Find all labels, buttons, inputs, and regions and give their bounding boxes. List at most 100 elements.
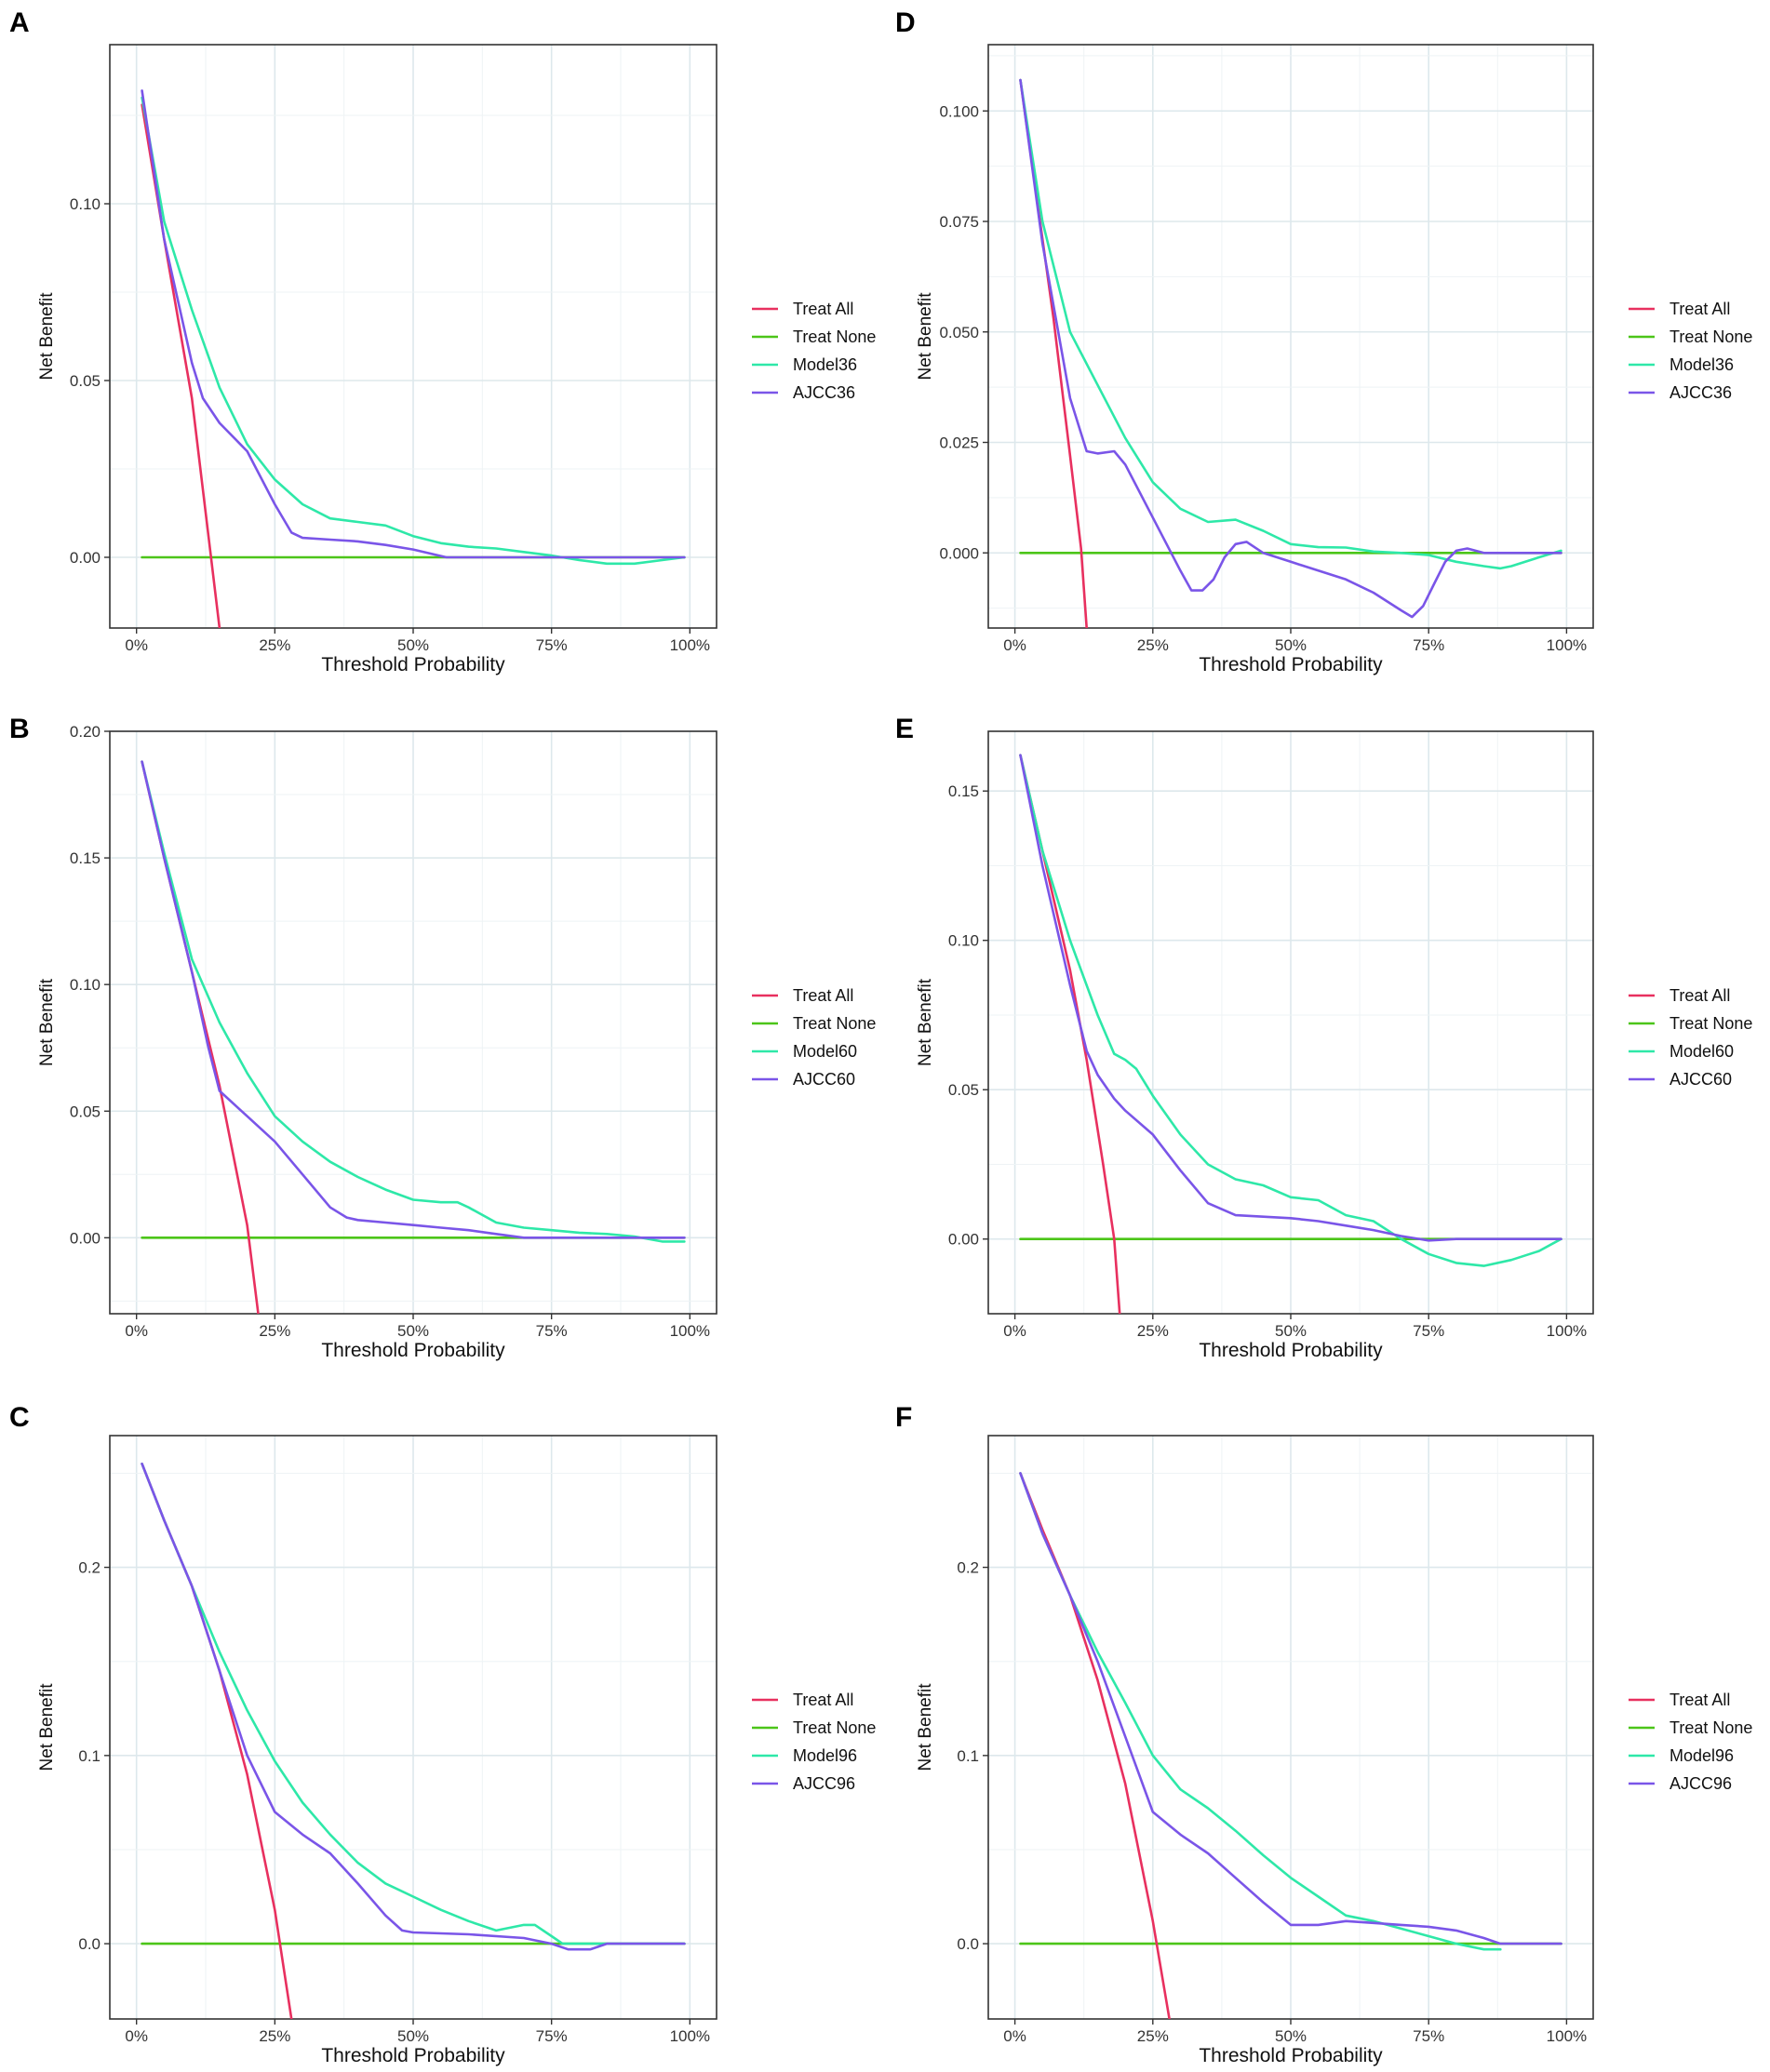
x-axis-title: Threshold Probability xyxy=(321,1340,505,1361)
legend-label: Treat All xyxy=(793,300,853,318)
panel-f: F 0% 25% 50% 75% 100% 0.0 0.1 0.2 Threshold Proba… xyxy=(895,1402,1752,2066)
gridlines xyxy=(110,730,717,1314)
x-tick-label: 25% xyxy=(259,636,290,654)
y-tick-label: 0.1 xyxy=(78,1747,101,1765)
panel-letter: C xyxy=(9,1402,30,1433)
y-axis-title: Net Benefit xyxy=(916,292,935,381)
legend-label: Treat None xyxy=(793,1718,876,1737)
x-tick-label: 100% xyxy=(1547,1322,1587,1340)
x-tick-label: 0% xyxy=(125,1322,148,1340)
panel-b: B 0% 25% 50% 75% 100% 0.00 0.05 0.10 0.15 0.20 Thre… xyxy=(9,714,876,1361)
y-axis-title: Net Benefit xyxy=(916,1683,935,1771)
legend: Treat All Treat None Model96 AJCC96 xyxy=(1629,1691,1752,1793)
x-tick-label: 100% xyxy=(670,636,710,654)
y-tick-label: 0.00 xyxy=(70,1229,101,1247)
series-line-treat-all xyxy=(141,1463,293,2019)
series-line-model60 xyxy=(1019,754,1562,1267)
legend: Treat All Treat None Model36 AJCC36 xyxy=(752,300,876,402)
gridlines xyxy=(988,1436,1593,2019)
x-tick-label: 25% xyxy=(1137,2027,1169,2045)
y-tick-label: 0.0 xyxy=(957,1935,979,1953)
legend: Treat All Treat None Model60 AJCC60 xyxy=(752,986,876,1089)
x-axis-title: Threshold Probability xyxy=(1199,2045,1383,2066)
series-line-ajcc36 xyxy=(141,89,686,559)
y-tick-label: 0.075 xyxy=(939,213,979,231)
x-tick-label: 100% xyxy=(670,2027,710,2045)
x-tick-label: 75% xyxy=(1413,1322,1444,1340)
panel-letter: A xyxy=(9,7,30,38)
y-tick-label: 0.05 xyxy=(948,1081,979,1099)
panel-letter: B xyxy=(9,714,30,744)
y-tick-label: 0.050 xyxy=(939,324,979,341)
y-axis-title: Net Benefit xyxy=(916,978,935,1066)
legend-label: Model96 xyxy=(1669,1746,1734,1765)
x-axis-title: Threshold Probability xyxy=(321,2045,505,2066)
series-lines xyxy=(141,1463,686,2019)
x-tick-label: 50% xyxy=(1275,1322,1307,1340)
y-tick-label: 0.15 xyxy=(948,782,979,800)
y-tick-label: 0.100 xyxy=(939,102,979,120)
x-tick-label: 75% xyxy=(536,1322,568,1340)
series-lines xyxy=(1019,754,1562,1314)
legend-label: AJCC36 xyxy=(793,383,855,402)
series-line-model36 xyxy=(1019,78,1562,570)
series-lines xyxy=(141,760,686,1314)
x-tick-label: 50% xyxy=(1275,2027,1307,2045)
panel-letter: D xyxy=(895,7,916,38)
legend-label: Treat All xyxy=(793,986,853,1005)
panel-letter: F xyxy=(895,1402,912,1433)
y-tick-label: 0.10 xyxy=(70,976,101,994)
y-axis-title: Net Benefit xyxy=(37,978,57,1066)
y-tick-label: 0.025 xyxy=(939,434,979,452)
legend-label: Model96 xyxy=(793,1746,857,1765)
series-line-model96 xyxy=(141,1463,686,1945)
x-axis-title: Threshold Probability xyxy=(1199,654,1383,675)
y-tick-label: 0.10 xyxy=(70,195,101,213)
legend-label: Treat All xyxy=(793,1691,853,1709)
legend-label: AJCC60 xyxy=(793,1070,855,1089)
series-lines xyxy=(1019,1472,1562,2019)
series-line-ajcc36 xyxy=(1019,78,1562,619)
panel-d: D 0% 25% 50% 75% 100% 0.000 0.025 0.050 0.075 0.10… xyxy=(895,7,1752,675)
y-tick-label: 0.00 xyxy=(948,1231,979,1249)
x-tick-label: 25% xyxy=(1137,1322,1169,1340)
y-axis-title: Net Benefit xyxy=(37,292,57,381)
panel-c: C 0% 25% 50% 75% 100% 0.0 0.1 0.2 Threshold Proba… xyxy=(9,1402,876,2066)
series-line-treat-all xyxy=(141,760,260,1314)
series-lines xyxy=(141,89,686,628)
series-line-treat-all xyxy=(1019,1472,1171,2019)
series-line-ajcc96 xyxy=(1019,1472,1562,1945)
legend-label: AJCC36 xyxy=(1669,383,1732,402)
legend-label: Treat None xyxy=(1669,328,1752,346)
x-tick-label: 75% xyxy=(536,2027,568,2045)
gridlines xyxy=(988,45,1593,628)
series-line-model96 xyxy=(1019,1472,1502,1951)
legend: Treat All Treat None Model60 AJCC60 xyxy=(1629,986,1752,1089)
x-tick-label: 50% xyxy=(397,1322,429,1340)
series-line-ajcc60 xyxy=(1019,754,1562,1242)
legend-label: Treat None xyxy=(1669,1718,1752,1737)
series-line-model60 xyxy=(141,760,686,1243)
legend-label: Model36 xyxy=(793,355,857,374)
legend-label: Treat All xyxy=(1669,1691,1730,1709)
x-tick-label: 100% xyxy=(670,1322,710,1340)
legend-label: Treat All xyxy=(1669,300,1730,318)
x-tick-label: 25% xyxy=(1137,636,1169,654)
x-tick-label: 50% xyxy=(397,2027,429,2045)
x-tick-label: 0% xyxy=(1003,1322,1026,1340)
y-tick-label: 0.00 xyxy=(70,549,101,567)
y-tick-label: 0.1 xyxy=(957,1747,979,1765)
series-line-model36 xyxy=(141,96,686,566)
x-tick-label: 75% xyxy=(536,636,568,654)
legend-label: Treat None xyxy=(793,328,876,346)
x-tick-label: 0% xyxy=(1003,636,1026,654)
legend-label: Treat All xyxy=(1669,986,1730,1005)
legend-label: Model60 xyxy=(1669,1042,1734,1061)
x-axis-title: Threshold Probability xyxy=(1199,1340,1383,1361)
y-tick-label: 0.05 xyxy=(70,372,101,390)
x-axis-title: Threshold Probability xyxy=(321,654,505,675)
x-tick-label: 0% xyxy=(125,636,148,654)
gridlines xyxy=(110,45,717,628)
y-tick-label: 0.20 xyxy=(70,723,101,741)
x-tick-label: 100% xyxy=(1547,2027,1587,2045)
